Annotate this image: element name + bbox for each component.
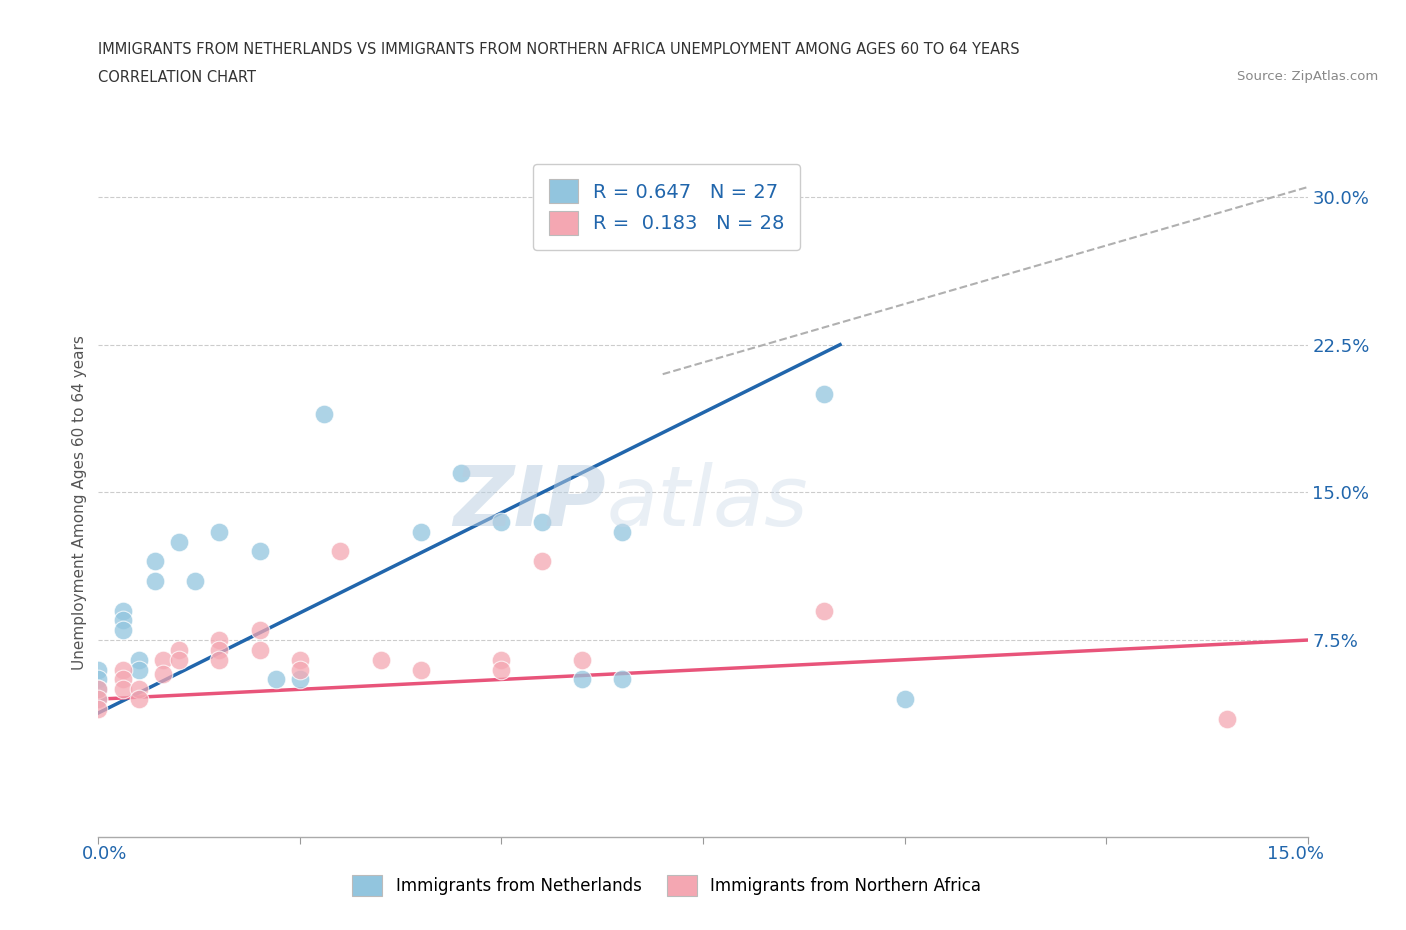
Point bbox=[152, 652, 174, 667]
Point bbox=[87, 662, 110, 677]
Point bbox=[167, 534, 190, 549]
Text: Source: ZipAtlas.com: Source: ZipAtlas.com bbox=[1237, 70, 1378, 83]
Point bbox=[111, 672, 134, 687]
Point bbox=[208, 632, 231, 647]
Point bbox=[329, 544, 352, 559]
Point bbox=[111, 662, 134, 677]
Point bbox=[167, 652, 190, 667]
Point bbox=[813, 387, 835, 402]
Point bbox=[491, 514, 513, 529]
Point bbox=[111, 613, 134, 628]
Point bbox=[143, 554, 166, 569]
Point bbox=[249, 643, 271, 658]
Point bbox=[813, 603, 835, 618]
Point bbox=[249, 623, 271, 638]
Text: atlas: atlas bbox=[606, 461, 808, 543]
Point bbox=[530, 514, 553, 529]
Point bbox=[491, 652, 513, 667]
Point bbox=[1216, 711, 1239, 726]
Point bbox=[208, 525, 231, 539]
Text: CORRELATION CHART: CORRELATION CHART bbox=[98, 70, 256, 85]
Point bbox=[530, 554, 553, 569]
Point bbox=[208, 652, 231, 667]
Point bbox=[409, 525, 432, 539]
Point bbox=[571, 672, 593, 687]
Text: ZIP: ZIP bbox=[454, 461, 606, 543]
Point bbox=[893, 692, 915, 707]
Point bbox=[87, 682, 110, 697]
Point bbox=[612, 525, 634, 539]
Point bbox=[571, 652, 593, 667]
Point bbox=[249, 544, 271, 559]
Text: 15.0%: 15.0% bbox=[1267, 844, 1323, 863]
Text: IMMIGRANTS FROM NETHERLANDS VS IMMIGRANTS FROM NORTHERN AFRICA UNEMPLOYMENT AMON: IMMIGRANTS FROM NETHERLANDS VS IMMIGRANT… bbox=[98, 42, 1019, 57]
Text: 0.0%: 0.0% bbox=[83, 844, 128, 863]
Point bbox=[370, 652, 392, 667]
Point bbox=[128, 662, 150, 677]
Point bbox=[111, 623, 134, 638]
Point bbox=[288, 672, 311, 687]
Point bbox=[87, 692, 110, 707]
Point bbox=[208, 643, 231, 658]
Point bbox=[491, 662, 513, 677]
Point bbox=[87, 672, 110, 687]
Point bbox=[128, 692, 150, 707]
Legend: Immigrants from Netherlands, Immigrants from Northern Africa: Immigrants from Netherlands, Immigrants … bbox=[339, 862, 994, 909]
Point bbox=[288, 662, 311, 677]
Point bbox=[450, 465, 472, 480]
Point bbox=[87, 692, 110, 707]
Point bbox=[128, 652, 150, 667]
Point bbox=[184, 574, 207, 589]
Point bbox=[111, 682, 134, 697]
Point bbox=[143, 574, 166, 589]
Point bbox=[314, 406, 336, 421]
Y-axis label: Unemployment Among Ages 60 to 64 years: Unemployment Among Ages 60 to 64 years bbox=[72, 335, 87, 670]
Point bbox=[152, 666, 174, 681]
Point bbox=[87, 682, 110, 697]
Point bbox=[111, 603, 134, 618]
Point bbox=[612, 672, 634, 687]
Point bbox=[409, 662, 432, 677]
Point bbox=[167, 643, 190, 658]
Point bbox=[87, 701, 110, 716]
Point bbox=[288, 652, 311, 667]
Point bbox=[264, 672, 287, 687]
Point bbox=[128, 682, 150, 697]
